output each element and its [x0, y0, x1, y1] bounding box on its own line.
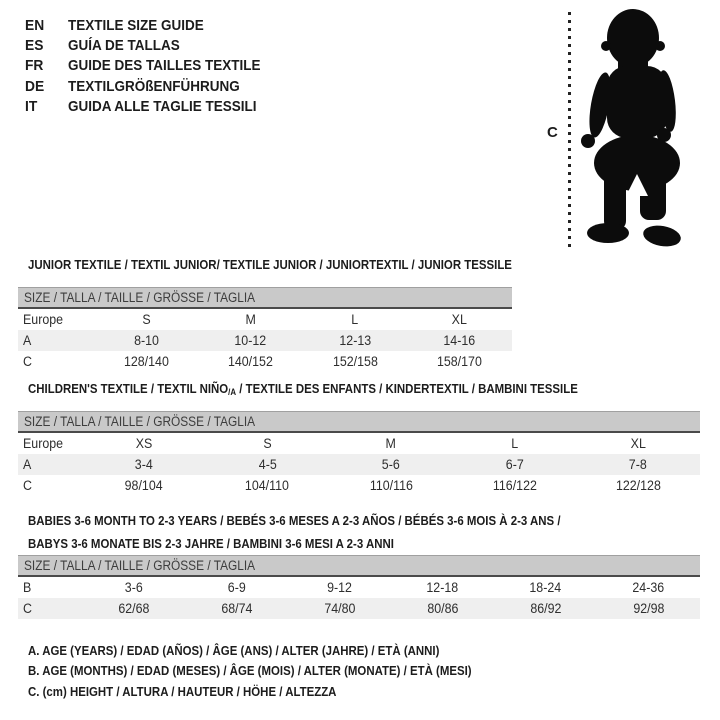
heading-subscript: /A [228, 387, 237, 397]
junior-section-heading: JUNIOR TEXTILE / TEXTIL JUNIOR/ TEXTILE … [28, 257, 512, 272]
children-size-table: SIZE / TALLA / TAILLE / GRÖSSE / TAGLIA … [18, 411, 700, 496]
table-row-age-months: B 3-6 6-9 9-12 12-18 18-24 24-36 [18, 577, 700, 598]
row-label: A [23, 333, 32, 348]
legend-notes: A. AGE (YEARS) / EDAD (AÑOS) / ÂGE (ANS)… [28, 641, 532, 702]
junior-size-table: SIZE / TALLA / TAILLE / GRÖSSE / TAGLIA … [18, 287, 512, 372]
note-height-cm: C. (cm) HEIGHT / ALTURA / HAUTEUR / HÖHE… [28, 683, 337, 699]
age-cell: 14-16 [443, 333, 476, 348]
size-cell: XS [135, 436, 153, 451]
language-title-list: EN TEXTILE SIZE GUIDE ES GUÍA DE TALLAS … [25, 15, 282, 117]
table-row-age-years: A 3-4 4-5 5-6 6-7 7-8 [18, 454, 700, 475]
height-cell: 110/116 [369, 478, 413, 493]
table-row-europe: Europe XS S M L XL [18, 433, 700, 454]
height-cell: 86/92 [529, 601, 562, 616]
language-title: TEXTILGRÖßENFÜHRUNG [68, 77, 240, 95]
babies-section-heading: BABIES 3-6 MONTH TO 2-3 YEARS / BEBÉS 3-… [28, 509, 561, 555]
height-cell: 68/74 [220, 601, 253, 616]
language-row-it: IT GUIDA ALLE TAGLIE TESSILI [25, 97, 282, 117]
height-measure-label: C [547, 124, 558, 141]
row-label: C [23, 354, 32, 369]
height-cell: 122/128 [615, 478, 661, 493]
heading-text: CHILDREN'S TEXTILE / TEXTIL NIÑO [28, 381, 229, 396]
age-cell: 8-10 [133, 333, 159, 348]
size-header-band: SIZE / TALLA / TAILLE / GRÖSSE / TAGLIA [18, 411, 700, 433]
language-code: DE [25, 77, 45, 95]
language-title: GUIDE DES TAILLES TEXTILE [68, 57, 261, 75]
size-cell: XL [630, 436, 646, 451]
age-cell: 7-8 [629, 457, 648, 472]
language-title: GUIDA ALLE TAGLIE TESSILI [68, 98, 257, 116]
height-cell: 98/104 [124, 478, 163, 493]
table-row-height-cm: C 62/68 68/74 74/80 80/86 86/92 92/98 [18, 598, 700, 619]
row-label: A [23, 457, 32, 472]
size-cell: S [263, 436, 272, 451]
age-cell: 5-6 [382, 457, 400, 472]
age-cell: 3-4 [134, 457, 153, 472]
height-cell: 140/152 [228, 354, 274, 369]
language-code: IT [25, 98, 38, 116]
heading-text: / TEXTILE DES ENFANTS / KINDERTEXTIL / B… [236, 381, 578, 396]
children-section-heading: CHILDREN'S TEXTILE / TEXTIL NIÑO/A / TEX… [28, 381, 578, 400]
language-row-de: DE TEXTILGRÖßENFÜHRUNG [25, 76, 282, 96]
age-cell: 24-36 [632, 580, 665, 595]
size-cell: L [511, 436, 519, 451]
row-label: Europe [23, 436, 64, 451]
height-cell: 128/140 [123, 354, 169, 369]
age-cell: 6-9 [227, 580, 246, 595]
age-cell: 18-24 [529, 580, 562, 595]
table-row-height-cm: C 98/104 104/110 110/116 116/122 122/128 [18, 475, 700, 496]
size-cell: S [142, 312, 151, 327]
size-cell: M [385, 436, 397, 451]
toddler-silhouette-icon [581, 9, 681, 247]
height-cell: 80/86 [426, 601, 459, 616]
size-cell: XL [452, 312, 468, 327]
row-label: Europe [23, 312, 64, 327]
language-title: TEXTILE SIZE GUIDE [68, 16, 204, 34]
row-label: B [23, 580, 32, 595]
height-measure-dotted-line [568, 12, 571, 248]
language-row-fr: FR GUIDE DES TAILLES TEXTILE [25, 56, 282, 76]
note-age-years: A. AGE (YEARS) / EDAD (AÑOS) / ÂGE (ANS)… [28, 643, 440, 658]
age-cell: 9-12 [327, 580, 352, 595]
height-cell: 104/110 [245, 478, 290, 493]
size-cell: L [351, 312, 359, 327]
language-code: EN [25, 16, 45, 34]
row-label: C [23, 601, 32, 616]
size-cell: M [245, 312, 256, 327]
age-cell: 12-18 [426, 580, 459, 595]
age-cell: 4-5 [258, 457, 277, 472]
note-age-months: B. AGE (MONTHS) / EDAD (MESES) / ÂGE (MO… [28, 663, 472, 679]
language-row-en: EN TEXTILE SIZE GUIDE [25, 15, 282, 35]
height-cell: 74/80 [323, 601, 356, 616]
size-header-label: SIZE / TALLA / TAILLE / GRÖSSE / TAGLIA [24, 558, 256, 573]
age-cell: 12-13 [339, 333, 372, 348]
table-row-height-cm: C 128/140 140/152 152/158 158/170 [18, 351, 512, 372]
height-cell: 92/98 [632, 601, 665, 616]
size-header-band: SIZE / TALLA / TAILLE / GRÖSSE / TAGLIA [18, 287, 512, 309]
height-cell: 152/158 [332, 354, 378, 369]
heading-line-1: BABIES 3-6 MONTH TO 2-3 YEARS / BEBÉS 3-… [28, 513, 561, 528]
babies-size-table: SIZE / TALLA / TAILLE / GRÖSSE / TAGLIA … [18, 555, 700, 619]
age-cell: 3-6 [124, 580, 143, 595]
language-code: FR [25, 57, 44, 75]
height-cell: 158/170 [437, 354, 483, 369]
language-row-es: ES GUÍA DE TALLAS [25, 35, 282, 55]
size-header-label: SIZE / TALLA / TAILLE / GRÖSSE / TAGLIA [24, 290, 256, 305]
language-code: ES [25, 37, 44, 55]
height-cell: 62/68 [117, 601, 150, 616]
language-title: GUÍA DE TALLAS [68, 37, 180, 55]
heading-line-2: BABYS 3-6 MONATE BIS 2-3 JAHRE / BAMBINI… [28, 536, 394, 551]
age-cell: 6-7 [505, 457, 524, 472]
height-cell: 116/122 [492, 478, 537, 493]
table-row-europe: Europe S M L XL [18, 309, 512, 330]
size-header-label: SIZE / TALLA / TAILLE / GRÖSSE / TAGLIA [24, 414, 256, 429]
size-header-band: SIZE / TALLA / TAILLE / GRÖSSE / TAGLIA [18, 555, 700, 577]
age-cell: 10-12 [234, 333, 267, 348]
table-row-age-years: A 8-10 10-12 12-13 14-16 [18, 330, 512, 351]
row-label: C [23, 478, 32, 493]
